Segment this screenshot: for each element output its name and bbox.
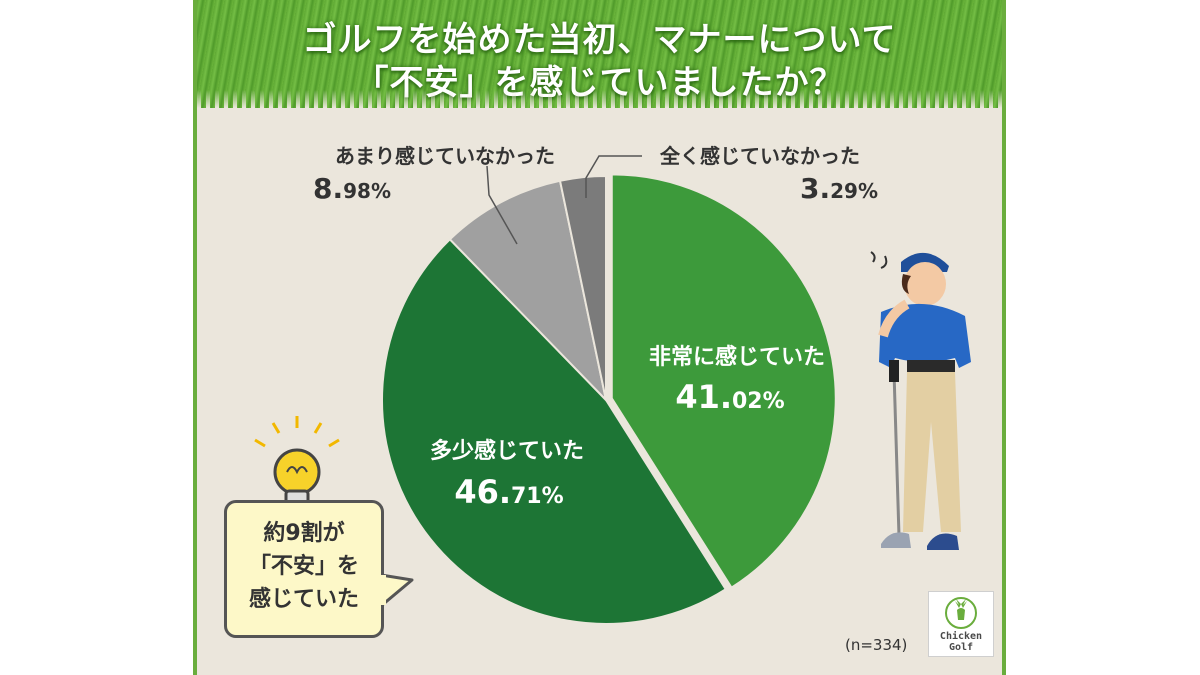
pie-chart: 非常に感じていた 41.02% 多少感じていた 46.71% あまり感じていなか… xyxy=(254,144,971,625)
chicken-logo-icon xyxy=(945,597,977,629)
slice-label-not-at-all: 全く感じていなかった xyxy=(659,144,860,168)
slice-label-not-much: あまり感じていなかった xyxy=(335,144,555,168)
pie-slice-not-at-all xyxy=(558,174,607,401)
slice-value-not-at-all-major: 3. xyxy=(800,172,830,205)
pie-slice-not-much xyxy=(448,179,608,404)
slice-value-somewhat-minor: 71% xyxy=(511,484,564,509)
slice-value-not-much: 8.98% xyxy=(313,172,391,205)
slice-value-not-at-all: 3.29% xyxy=(800,172,878,205)
callout-line-2: 「不安」を xyxy=(248,554,359,579)
callout-tail-cover xyxy=(378,575,386,605)
callout-tail xyxy=(380,573,414,608)
slice-value-not-much-minor: 98% xyxy=(343,179,391,203)
title-line-1: ゴルフを始めた当初、マナーについて xyxy=(302,20,897,60)
slice-value-not-much-major: 8. xyxy=(313,172,343,205)
light-bulb-icon xyxy=(254,416,340,507)
callout-line-1: 約9割が xyxy=(263,521,345,546)
slice-value-very-minor: 02% xyxy=(732,389,785,414)
callout-bubble: 約9割が 「不安」を 感じていた xyxy=(224,500,384,638)
leader-line-not-much xyxy=(486,165,518,245)
pie-slice-somewhat xyxy=(381,237,728,625)
callout-line-3: 感じていた xyxy=(248,587,359,612)
pie-slice-very xyxy=(610,173,837,589)
infographic-frame: ゴルフを始めた当初、マナーについて 「不安」を感じていましたか？ 非常に感じてい… xyxy=(193,0,1006,675)
chicken-golf-logo: Chicken Golf xyxy=(928,591,994,657)
logo-line-1: Chicken xyxy=(939,631,983,642)
slice-value-not-at-all-minor: 29% xyxy=(830,179,878,203)
slice-label-very: 非常に感じていた xyxy=(649,344,825,370)
slice-value-very-major: 41. xyxy=(675,378,732,416)
logo-line-2: Golf xyxy=(948,642,974,653)
slice-label-somewhat: 多少感じていた xyxy=(430,438,584,464)
leader-line-not-at-all xyxy=(585,155,642,198)
slice-value-somewhat: 46.71% xyxy=(454,473,563,511)
sample-size: (n=334) xyxy=(845,636,908,654)
slice-value-somewhat-major: 46. xyxy=(454,473,511,511)
slice-value-very: 41.02% xyxy=(675,378,784,416)
golfer-illustration xyxy=(870,251,971,550)
grass-header: ゴルフを始めた当初、マナーについて 「不安」を感じていましたか？ xyxy=(197,0,1002,108)
